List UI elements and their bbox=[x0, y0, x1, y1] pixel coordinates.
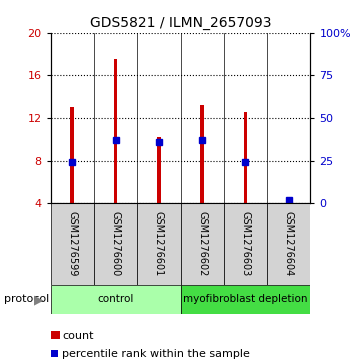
Bar bbox=[114, 59, 117, 203]
Bar bbox=[180, 203, 224, 285]
Text: GSM1276600: GSM1276600 bbox=[110, 212, 121, 277]
Bar bbox=[51, 203, 94, 285]
Bar bbox=[51, 285, 180, 314]
Bar bbox=[70, 107, 74, 203]
Bar bbox=[244, 111, 247, 203]
Text: percentile rank within the sample: percentile rank within the sample bbox=[62, 349, 250, 359]
Text: GSM1276602: GSM1276602 bbox=[197, 211, 207, 277]
Bar bbox=[200, 105, 204, 203]
Bar bbox=[180, 285, 310, 314]
Bar bbox=[94, 203, 137, 285]
Text: myofibroblast depletion: myofibroblast depletion bbox=[183, 294, 308, 305]
Text: control: control bbox=[97, 294, 134, 305]
Text: GSM1276604: GSM1276604 bbox=[284, 212, 294, 277]
Text: GSM1276601: GSM1276601 bbox=[154, 212, 164, 277]
Text: ▶: ▶ bbox=[34, 293, 43, 306]
Text: GDS5821 / ILMN_2657093: GDS5821 / ILMN_2657093 bbox=[90, 16, 271, 30]
Bar bbox=[267, 203, 310, 285]
Text: GSM1276603: GSM1276603 bbox=[240, 212, 251, 277]
Bar bbox=[287, 200, 291, 203]
Text: protocol: protocol bbox=[4, 294, 49, 305]
Text: count: count bbox=[62, 331, 94, 341]
Bar bbox=[157, 137, 161, 203]
Text: GSM1276599: GSM1276599 bbox=[67, 211, 77, 277]
Bar bbox=[224, 203, 267, 285]
Bar bbox=[137, 203, 180, 285]
